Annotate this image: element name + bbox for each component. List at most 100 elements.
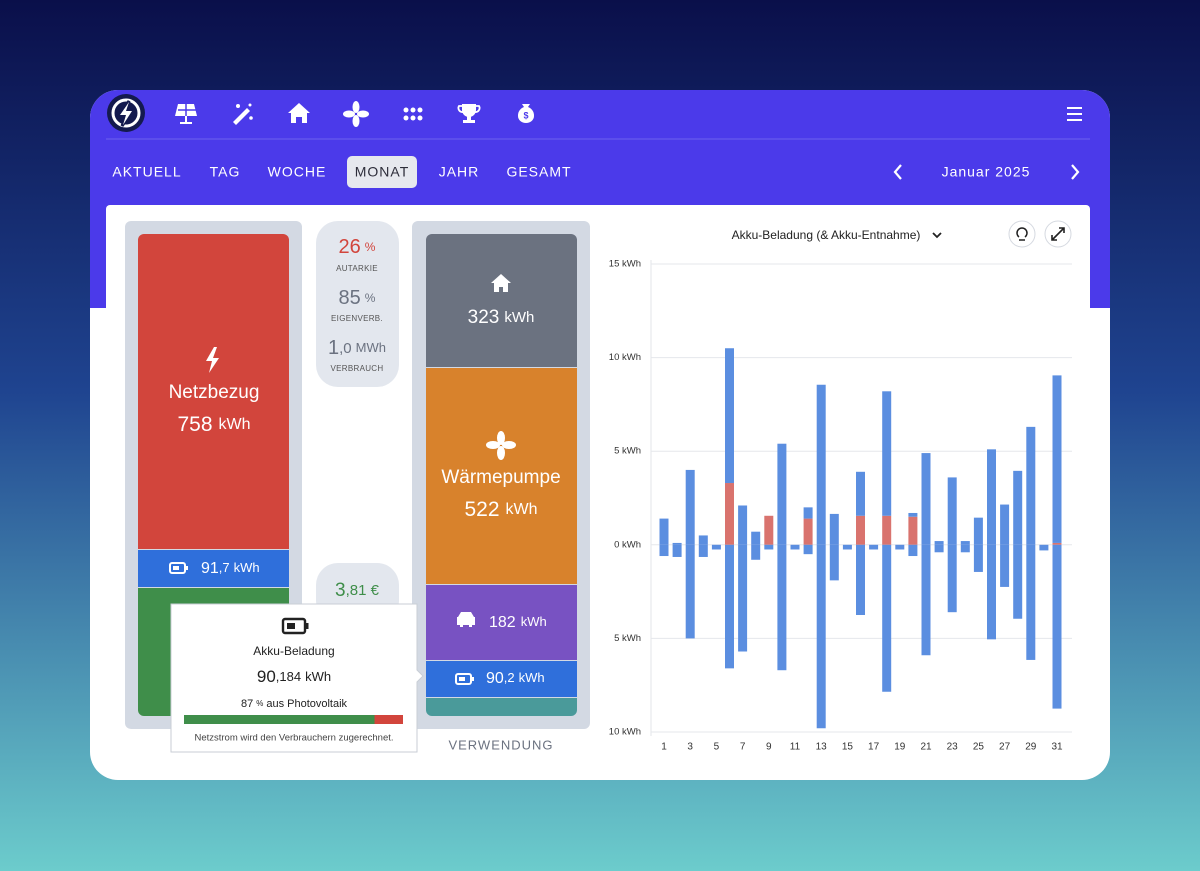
bar: [960, 541, 970, 545]
x-tick-label: 31: [1051, 742, 1063, 753]
bar: [1052, 544, 1062, 709]
unit: kWh: [234, 560, 260, 575]
battery-value: 90,2 kWh: [486, 670, 545, 687]
x-tick-label: 1: [661, 742, 667, 753]
battery-level: [287, 623, 295, 629]
bar: [1052, 375, 1062, 543]
x-tick-label: 13: [816, 742, 828, 753]
bar: [973, 544, 983, 572]
bar: [672, 544, 682, 557]
x-tick-label: 15: [842, 742, 854, 753]
bar: [987, 544, 996, 640]
bar: [725, 544, 734, 669]
money-icon[interactable]: $: [517, 104, 535, 123]
hint-button[interactable]: [1008, 220, 1036, 248]
bar: [908, 516, 918, 545]
tooltip-note: Netzstrom wird den Verbrauchern zugerech…: [194, 733, 393, 744]
bar: [803, 507, 813, 519]
x-tick-label: 29: [1025, 742, 1037, 753]
house-value: 323 kWh: [468, 307, 535, 328]
house-block: [426, 234, 577, 367]
unit: kWh: [519, 670, 545, 685]
fraction: ,0: [339, 340, 352, 357]
expand-button[interactable]: [1044, 220, 1072, 248]
prev-button[interactable]: [893, 164, 902, 180]
value: 90: [257, 667, 276, 686]
active-tab-bg: [347, 156, 417, 188]
tab[interactable]: JAHR: [439, 164, 480, 180]
home-icon[interactable]: [288, 103, 310, 123]
bar: [856, 471, 865, 516]
battery-tip: [306, 623, 309, 629]
bar: [869, 544, 879, 550]
value: 90: [486, 670, 504, 687]
bar: [1013, 544, 1023, 619]
tab[interactable]: GESAMT: [506, 164, 571, 180]
menu-icon[interactable]: [1067, 107, 1082, 121]
bar: [738, 544, 748, 652]
bar: [882, 515, 892, 545]
stat-label: VERBRAUCH: [331, 364, 384, 373]
battery-block: [426, 661, 577, 697]
tab[interactable]: TAG: [210, 164, 241, 180]
bar: [711, 544, 721, 550]
tooltip: Akku-Beladung 90,184 kWh 87% aus Photovolt…: [170, 603, 424, 753]
bar: [764, 544, 774, 550]
fan-icon[interactable]: [343, 101, 369, 127]
bar: [960, 544, 970, 553]
bar: [803, 518, 813, 545]
bar: [803, 544, 813, 555]
trophy-icon[interactable]: [457, 104, 481, 123]
value: 91: [201, 560, 219, 577]
tooltip-value: 90,184 kWh: [257, 667, 331, 686]
bar: [738, 505, 748, 545]
value: 758: [177, 413, 212, 436]
bar: [659, 544, 669, 557]
car-value: 182 kWh: [489, 614, 547, 631]
tab[interactable]: WOCHE: [268, 164, 327, 180]
bar: [856, 544, 865, 615]
apps-icon[interactable]: [403, 107, 423, 121]
y-tick-label: 15 kWh: [609, 259, 641, 270]
next-button[interactable]: [1071, 164, 1080, 180]
car-block: [426, 585, 577, 660]
bar: [1000, 544, 1010, 587]
bar: [947, 477, 957, 545]
logo[interactable]: [107, 94, 145, 132]
battery-block: [138, 550, 289, 587]
battery-icon: [455, 673, 474, 685]
bar: [659, 518, 669, 545]
tab-active[interactable]: MONAT: [355, 164, 410, 180]
fraction: ,81 €: [346, 582, 380, 599]
bar: [790, 544, 800, 550]
tab[interactable]: AKTUELL: [112, 164, 181, 180]
dropdown-icon[interactable]: [932, 232, 942, 239]
value: 3: [335, 580, 346, 601]
battery-icon: [281, 617, 307, 635]
bar: [751, 544, 761, 560]
stat: 85%: [339, 287, 376, 309]
heatpump-value: 522 kWh: [464, 498, 537, 521]
bar: [816, 544, 826, 729]
cost: 3,81 €: [335, 580, 380, 601]
wand-icon[interactable]: [233, 103, 253, 126]
unit: %: [365, 240, 376, 254]
fan-icon: [486, 431, 516, 460]
period: Januar 2025: [942, 164, 1031, 180]
x-tick-label: 3: [687, 742, 693, 753]
grid-block: [138, 234, 289, 549]
bar: [1052, 542, 1062, 545]
fraction: ,2: [504, 670, 515, 685]
bar: [816, 384, 826, 545]
bar: [921, 544, 931, 656]
svg-text:$: $: [523, 110, 528, 120]
value: 85: [339, 287, 361, 309]
chart-title[interactable]: Akku-Beladung (& Akku-Entnahme): [732, 228, 921, 242]
value: 1: [328, 337, 339, 359]
heatpump-title: Wärmepumpe: [441, 467, 560, 488]
solar-icon[interactable]: [175, 104, 197, 124]
battery-value: 91,7 kWh: [201, 560, 260, 577]
house-icon: [491, 274, 511, 292]
source-value: 758 kWh: [177, 413, 250, 436]
